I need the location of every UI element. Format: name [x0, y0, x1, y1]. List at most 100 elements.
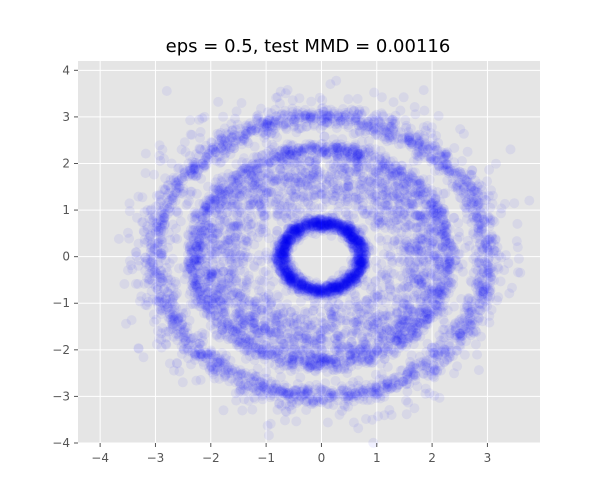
data-point: [257, 377, 268, 388]
data-point: [353, 120, 364, 131]
data-point: [278, 277, 289, 287]
data-point: [472, 290, 483, 301]
data-point: [490, 234, 501, 245]
data-point: [413, 147, 424, 158]
data-point: [485, 263, 496, 274]
data-point: [263, 127, 274, 137]
data-point: [156, 250, 167, 261]
data-point: [333, 108, 344, 119]
data-point: [279, 145, 290, 156]
data-point: [162, 278, 173, 289]
data-point: [162, 180, 173, 191]
data-point: [343, 122, 354, 133]
data-point: [480, 302, 490, 313]
data-point: [232, 371, 243, 382]
data-point: [159, 215, 169, 225]
data-point: [317, 120, 328, 131]
data-point: [168, 307, 179, 317]
chart-title: eps = 0.5, test MMD = 0.00116: [166, 36, 451, 57]
data-point: [464, 325, 475, 336]
data-point: [250, 393, 260, 404]
data-point: [171, 186, 182, 197]
data-point: [336, 273, 347, 284]
data-point: [454, 332, 465, 343]
data-point: [478, 286, 488, 297]
data-point: [287, 242, 298, 253]
data-point: [277, 388, 288, 398]
data-point: [197, 351, 208, 362]
data-point: [238, 133, 249, 144]
data-point: [370, 387, 381, 398]
data-point: [150, 227, 161, 238]
data-point: [422, 319, 433, 330]
data-point: [429, 365, 440, 376]
data-point: [251, 111, 262, 122]
data-point: [487, 262, 498, 273]
data-point: [342, 231, 352, 242]
data-point: [286, 112, 297, 123]
data-point: [146, 256, 157, 267]
data-point: [466, 277, 477, 288]
data-point: [324, 392, 334, 403]
data-point: [314, 397, 325, 407]
data-point: [463, 319, 474, 330]
data-point: [375, 390, 386, 401]
data-point: [208, 369, 219, 380]
data-point: [171, 206, 182, 217]
data-point: [421, 355, 432, 366]
data-point: [250, 123, 261, 134]
data-point: [480, 235, 491, 246]
data-point: [382, 378, 393, 389]
data-point: [468, 212, 479, 222]
data-point: [172, 316, 183, 327]
data-point: [249, 383, 260, 394]
data-point: [271, 111, 282, 122]
data-point: [196, 349, 207, 360]
data-point: [146, 250, 157, 261]
data-point: [311, 388, 322, 399]
data-point: [438, 160, 449, 171]
data-point: [428, 155, 439, 166]
data-point: [476, 280, 487, 291]
data-point: [270, 379, 281, 390]
data-point: [294, 123, 305, 134]
data-point: [330, 225, 341, 236]
data-point: [419, 152, 430, 162]
data-point: [442, 355, 453, 365]
data-point: [325, 111, 336, 122]
data-point: [456, 335, 467, 346]
data-point: [154, 269, 165, 280]
data-point: [298, 113, 309, 124]
data-point: [420, 358, 431, 369]
data-point: [365, 394, 376, 405]
data-point: [454, 315, 465, 326]
data-point: [388, 345, 399, 356]
data-point: [475, 305, 486, 316]
data-point: [276, 110, 286, 121]
data-point: [158, 276, 168, 286]
data-point: [314, 382, 325, 393]
data-point: [160, 185, 170, 196]
data-point: [438, 160, 449, 171]
data-point: [170, 180, 181, 191]
data-point: [185, 337, 196, 348]
data-point: [264, 358, 275, 369]
data-point: [331, 123, 342, 133]
data-point: [323, 399, 334, 410]
data-point: [240, 370, 251, 381]
data-point: [307, 387, 318, 398]
data-point: [321, 110, 332, 121]
data-point: [229, 143, 239, 154]
data-point: [235, 136, 246, 147]
data-point: [267, 385, 278, 396]
data-point: [462, 173, 473, 184]
data-point: [387, 114, 398, 125]
data-point: [188, 163, 199, 173]
data-point: [222, 137, 233, 148]
data-point: [457, 324, 468, 335]
data-point: [200, 160, 211, 171]
data-point: [382, 379, 392, 389]
data-point: [235, 369, 246, 380]
data-point: [470, 298, 481, 309]
data-point: [441, 159, 452, 170]
